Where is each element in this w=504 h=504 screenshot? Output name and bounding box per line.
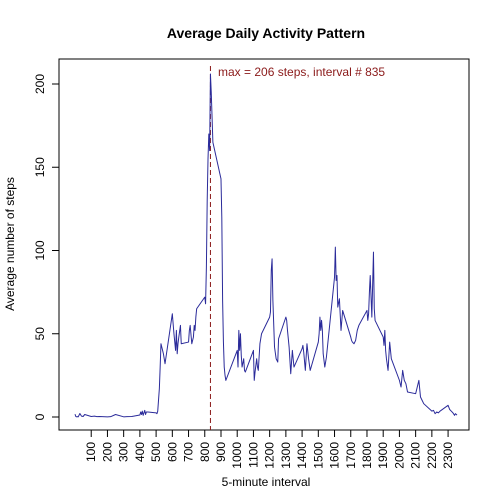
x-tick-label: 1100 — [246, 442, 260, 468]
x-tick-label: 2000 — [392, 442, 406, 469]
plot-frame — [58, 58, 470, 431]
y-tick-label: 150 — [33, 157, 47, 177]
x-tick-label: 1500 — [311, 442, 325, 469]
max-annotation: max = 206 steps, interval # 835 — [218, 65, 385, 79]
x-tick-label: 2300 — [441, 442, 455, 469]
x-tick-label: 1800 — [360, 442, 374, 469]
y-tick-label: 0 — [33, 413, 47, 420]
x-tick-label: 900 — [214, 442, 228, 462]
y-axis-label: Average number of steps — [3, 177, 17, 311]
x-tick-label: 800 — [198, 442, 212, 462]
x-tick-label: 2200 — [425, 442, 439, 469]
x-axis-label: 5-minute interval — [222, 475, 311, 489]
x-tick-label: 400 — [133, 442, 147, 462]
x-tick-label: 1300 — [279, 442, 293, 469]
x-tick-label: 1900 — [376, 442, 390, 469]
y-tick-label: 200 — [33, 74, 47, 94]
x-tick-label: 2100 — [409, 442, 423, 469]
y-tick-label: 100 — [33, 240, 47, 260]
x-tick-label: 1000 — [230, 442, 244, 469]
series-layer — [74, 73, 458, 418]
x-tick-label: 100 — [84, 442, 98, 462]
x-tick-label: 1400 — [295, 442, 309, 469]
series-line — [74, 73, 458, 418]
chart-title: Average Daily Activity Pattern — [167, 25, 365, 41]
x-tick-label: 300 — [117, 442, 131, 462]
x-tick-label: 500 — [149, 442, 163, 462]
x-tick-label: 200 — [100, 442, 114, 462]
x-tick-label: 1600 — [328, 442, 342, 469]
x-tick-label: 1700 — [344, 442, 358, 469]
y-tick-label: 50 — [33, 327, 47, 341]
x-tick-label: 700 — [182, 442, 196, 462]
x-tick-label: 600 — [165, 442, 179, 462]
x-tick-label: 1200 — [263, 442, 277, 469]
x-axis: 100 200 300 400 500 600 700 800 900 1000 1100 1200 1… — [84, 429, 455, 469]
y-axis: 0 50 100 150 200 — [33, 74, 60, 420]
